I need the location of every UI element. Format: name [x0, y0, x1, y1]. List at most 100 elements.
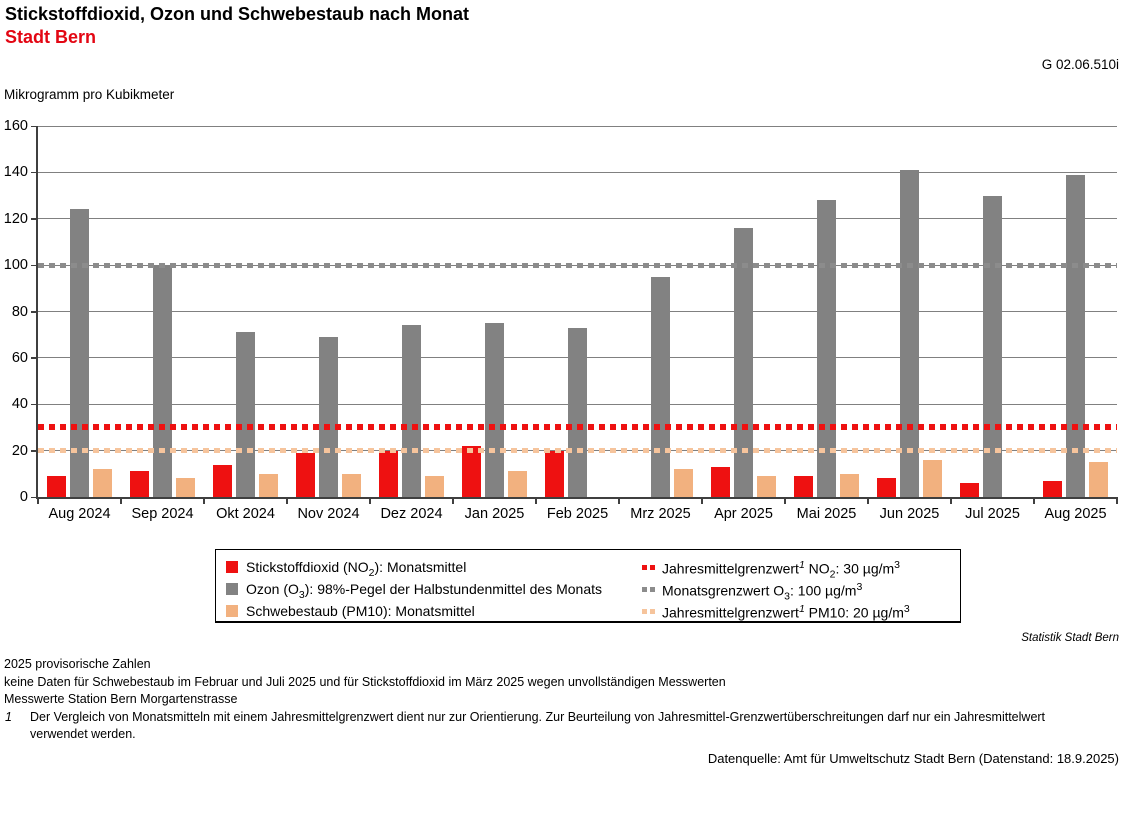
o3_limit-line	[38, 262, 1117, 268]
y-axis-label: 80	[11, 303, 28, 320]
y-tick	[31, 357, 37, 359]
legend-label-no2: Stickstoffdioxid (NO2): Monatsmittel	[246, 559, 466, 579]
legend-text: PM10: 20 µg/m	[804, 604, 904, 621]
legend-swatch-no2	[226, 561, 238, 573]
footnote-lines: 2025 provisorische Zahlen keine Daten für…	[4, 656, 726, 709]
dash-dot	[642, 609, 647, 614]
no2-bar	[711, 466, 730, 497]
legend-row: Stickstoffdioxid (NO2): Monatsmittel Jahr…	[216, 558, 958, 580]
x-tick	[452, 499, 454, 504]
y-axis-label: 120	[3, 210, 28, 227]
no2-bar	[1043, 480, 1062, 497]
no2-bar	[379, 450, 398, 497]
legend-label-o3: Ozon (O3): 98%-Pegel der Halbstundenmitt…	[246, 581, 602, 601]
legend-text: Ozon (O	[246, 581, 299, 597]
no2-bar	[130, 471, 149, 497]
legend-text: Stickstoffdioxid (NO	[246, 559, 369, 575]
legend-text: ): 98%-Pegel der Halbstundenmittel des M…	[304, 581, 603, 597]
x-tick	[120, 499, 122, 504]
pm10-bar	[342, 473, 361, 497]
x-tick	[203, 499, 205, 504]
sup-text: 3	[856, 581, 863, 593]
o3-bar	[70, 209, 89, 497]
legend-label-no2_limit: Jahresmittelgrenzwert1 NO2: 30 µg/m3	[662, 559, 900, 580]
y-tick	[31, 450, 37, 452]
pm10-bar	[757, 476, 776, 497]
o3-bar	[817, 200, 836, 497]
pm10-bar	[923, 459, 942, 497]
x-tick	[701, 499, 703, 504]
footnote-line: 2025 provisorische Zahlen	[4, 657, 151, 671]
x-tick	[618, 499, 620, 504]
pm10-bar	[259, 473, 278, 497]
legend-row: Ozon (O 3 ): 98%-Pegel der Halbstundenmitt…	[216, 580, 958, 602]
legend-text: NO	[804, 560, 830, 577]
legend-label-o3_limit: Monatsgrenzwert O3: 100 µg/m3	[662, 581, 862, 602]
no2-bar	[47, 476, 66, 497]
graph-id: G 02.06.510i	[1041, 57, 1119, 72]
x-axis-label: Sep 2024	[131, 506, 194, 522]
y-axis-label: 60	[11, 349, 28, 366]
dash-dot	[650, 609, 655, 614]
y-axis-label: 100	[3, 257, 28, 274]
o3-bar	[1066, 174, 1085, 497]
footnote-text: Der Vergleich von Monatsmitteln mit eine…	[30, 709, 1075, 744]
x-tick	[1116, 499, 1118, 504]
data-source: Datenquelle: Amt für Umweltschutz Stadt …	[707, 751, 1119, 766]
no2-bar	[213, 464, 232, 497]
sub-text: 3	[784, 590, 791, 603]
y-tick	[31, 264, 37, 267]
sup-text: 1	[798, 603, 805, 615]
x-axis-label: Feb 2025	[546, 506, 609, 522]
x-axis-label: Jan 2025	[464, 506, 525, 522]
x-tick	[950, 499, 952, 504]
dash-dot	[650, 587, 655, 592]
pm10-bar	[840, 473, 859, 497]
pm10-bar	[508, 471, 527, 497]
dash-dot	[642, 565, 647, 570]
y-axis-unit-label: Mikrogramm pro Kubikmeter	[4, 87, 175, 102]
pm10-bar	[1089, 462, 1108, 497]
y-axis-label: 0	[19, 489, 28, 505]
pm10-bar	[176, 478, 195, 497]
x-axis-label: Dez 2024	[380, 506, 443, 522]
x-tick	[867, 499, 869, 504]
sup-text: 3	[894, 559, 901, 571]
legend-swatch-o3	[226, 583, 238, 595]
y-axis-label: 40	[11, 396, 28, 413]
y-tick	[31, 171, 37, 174]
x-tick	[369, 499, 371, 504]
o3-bar	[734, 228, 753, 497]
axis-line-left	[36, 126, 38, 499]
gridline	[38, 171, 1117, 173]
legend-text: : 100 µg/m	[790, 582, 857, 599]
gridline	[38, 311, 1117, 312]
y-tick	[31, 311, 37, 313]
y-tick	[31, 218, 37, 220]
legend-swatch-pm10_limit	[642, 609, 656, 614]
y-tick	[31, 496, 37, 498]
o3-bar	[402, 325, 421, 497]
legend-text: Jahresmittelgrenzwert	[662, 560, 799, 577]
legend-text: Jahresmittelgrenzwert	[662, 604, 799, 621]
x-tick	[1033, 499, 1035, 504]
x-axis-label: Aug 2025	[1044, 506, 1107, 522]
pm10_limit-line	[38, 448, 1117, 454]
footnote-text-line: Der Vergleich von Monatsmitteln mit eine…	[30, 710, 1046, 724]
legend-swatch-o3_limit	[642, 587, 656, 592]
pm10-bar	[425, 476, 444, 497]
o3-bar	[319, 337, 338, 497]
pm10-bar	[93, 469, 112, 497]
page-subtitle: Stadt Bern	[5, 27, 97, 47]
legend-row: Schwebestaub (PM10): Monatsmittel Jahresm…	[216, 602, 958, 624]
gridline	[38, 125, 1117, 127]
x-axis-label: Mai 2025	[796, 506, 857, 522]
o3-bar	[485, 323, 504, 497]
o3-bar	[651, 276, 670, 497]
no2-bar	[462, 445, 481, 497]
y-axis-label: 160	[3, 118, 28, 134]
y-axis-label: 140	[3, 164, 28, 181]
no2-bar	[545, 450, 564, 497]
legend-label-pm10_limit: Jahresmittelgrenzwert1 PM10: 20 µg/m3	[662, 603, 910, 621]
